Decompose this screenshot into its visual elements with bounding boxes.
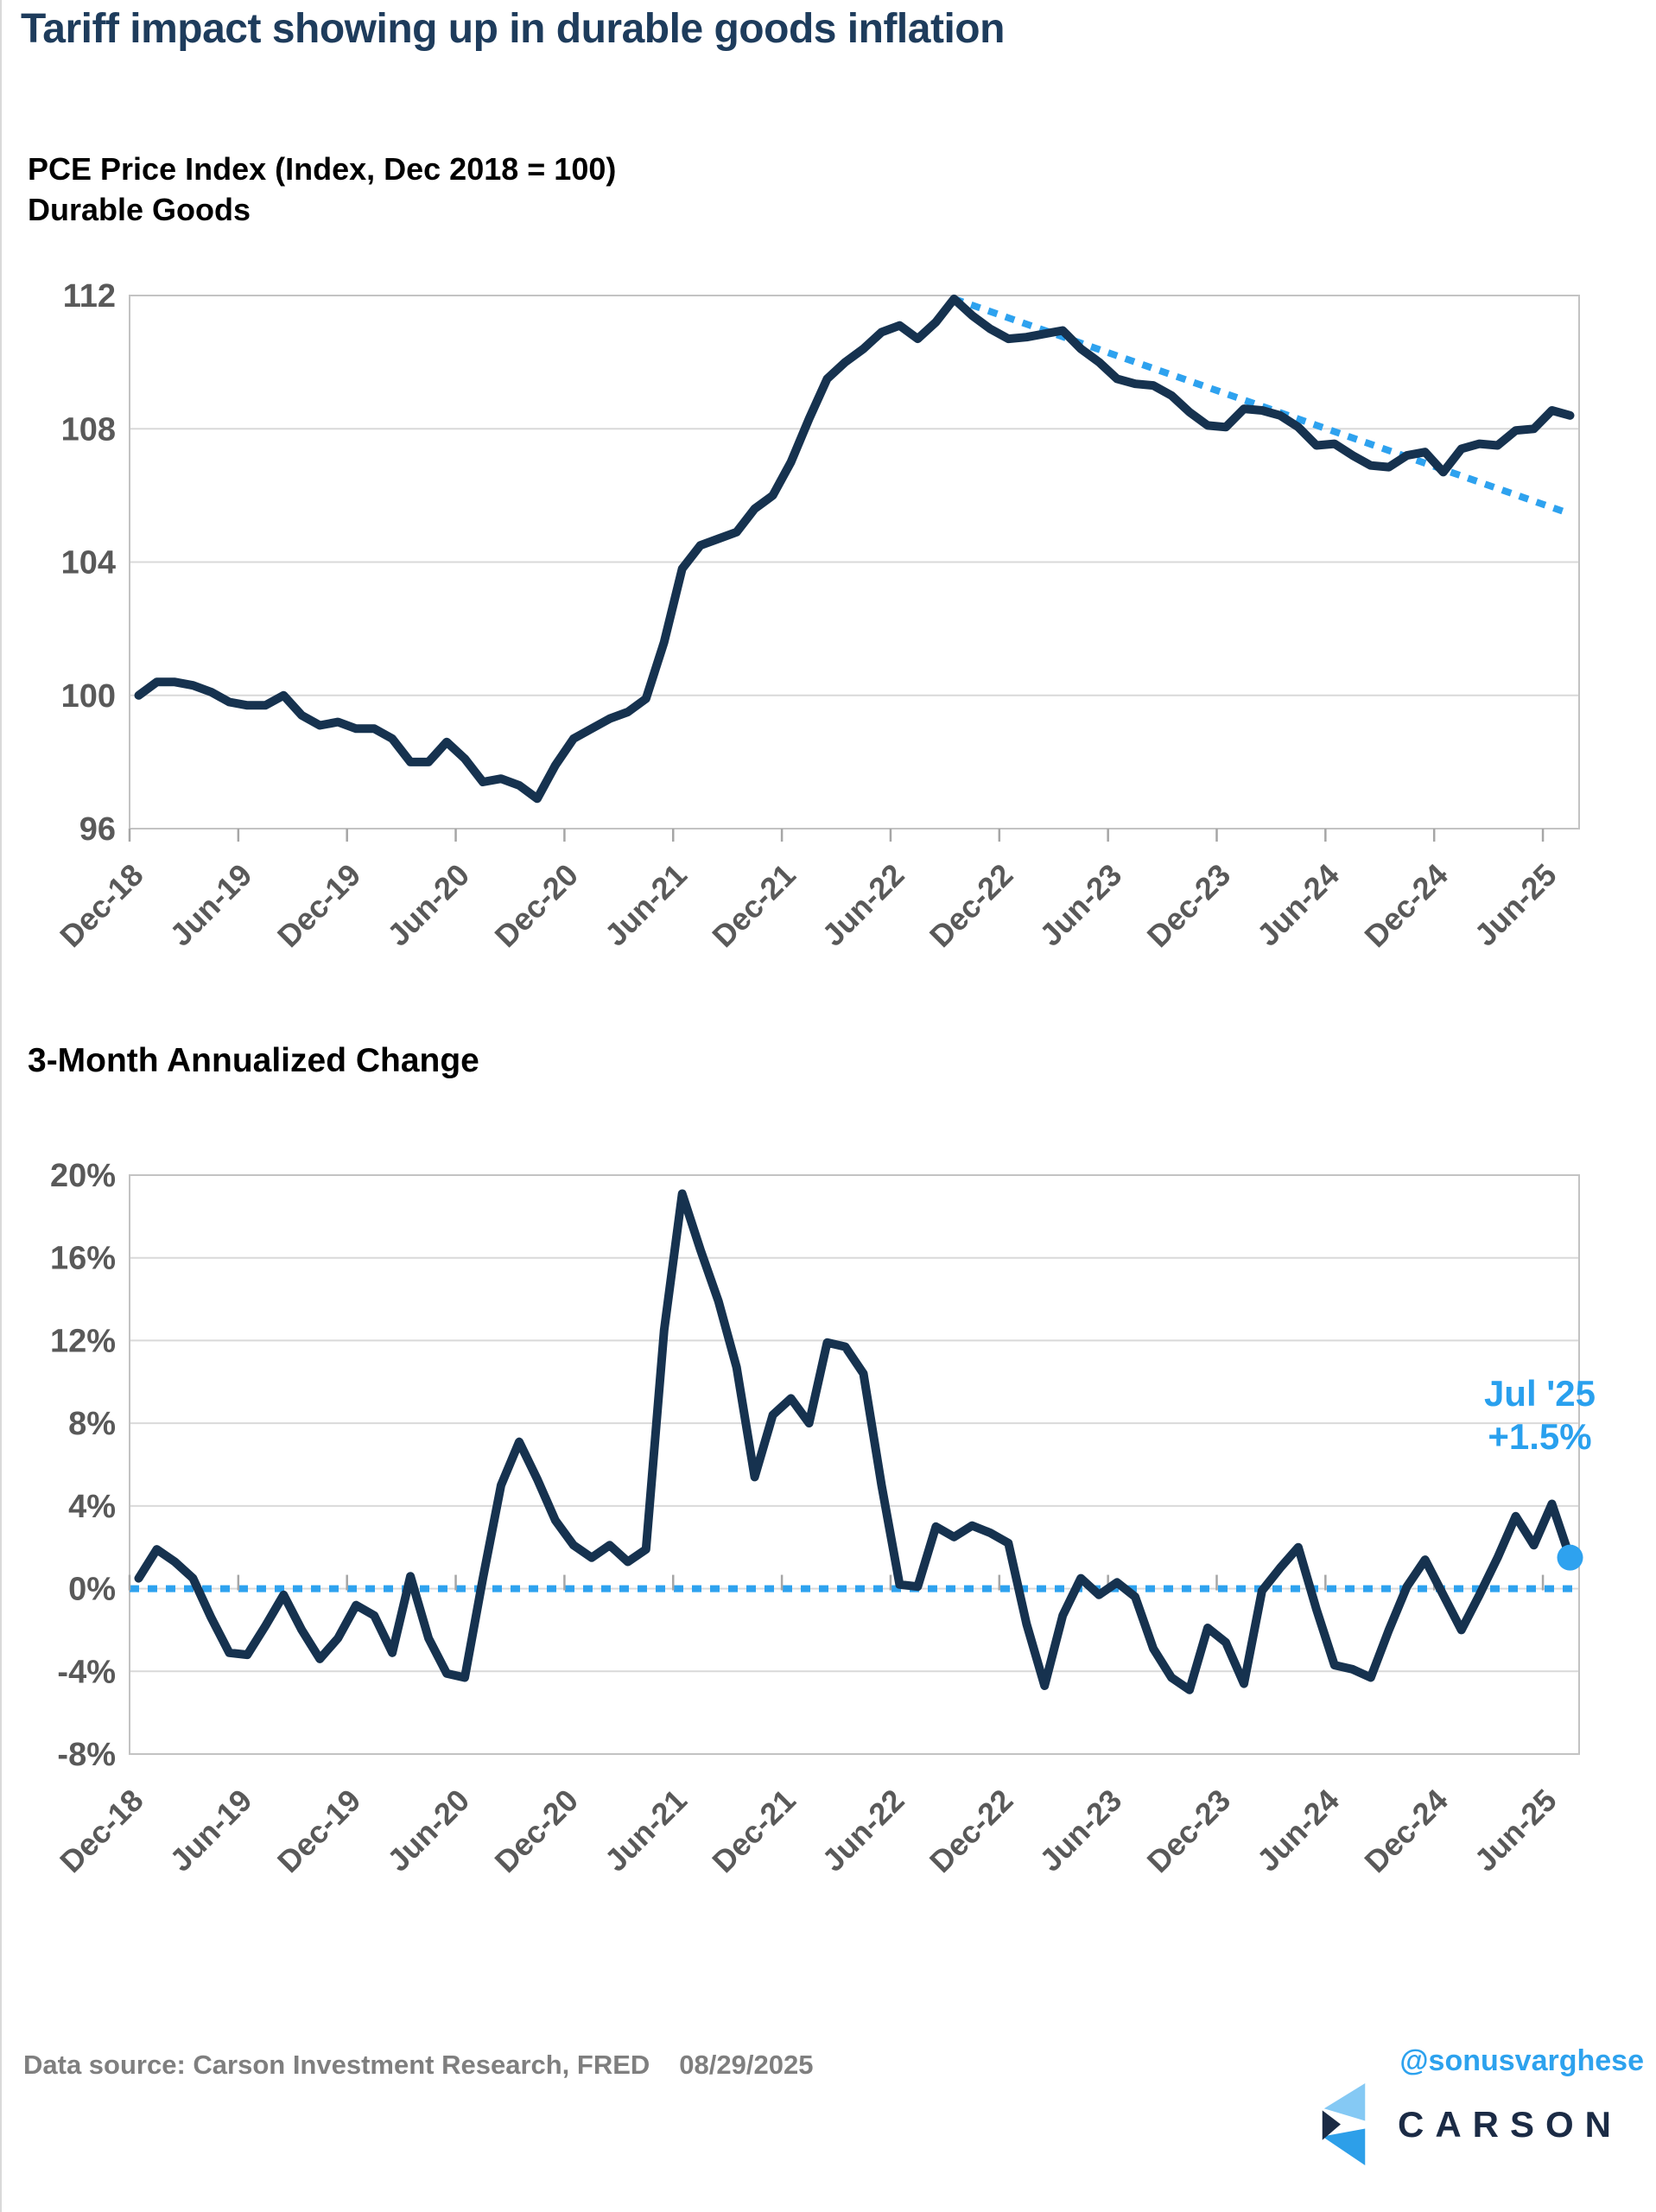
bottom-x-axis-label: Dec-22	[923, 1783, 1019, 1879]
bottom-y-axis-label: 8%	[68, 1406, 116, 1442]
bottom-x-axis-label: Jun-21	[598, 1783, 694, 1878]
top-chart-title-line2: Durable Goods	[28, 192, 251, 227]
bottom-series-line	[134, 1189, 1575, 1694]
bottom-x-axis-label: Dec-23	[1140, 1783, 1237, 1879]
top-y-axis-label: 108	[61, 411, 116, 448]
carson-logo-icon	[1322, 2083, 1366, 2165]
data-source-text: Data source: Carson Investment Research,…	[23, 2050, 650, 2080]
bottom-y-axis-label: -8%	[57, 1737, 116, 1773]
top-chart-title-line1: PCE Price Index (Index, Dec 2018 = 100)	[28, 151, 617, 187]
top-x-axis-label: Dec-22	[923, 857, 1019, 954]
carson-wordmark: CARSON	[1398, 2103, 1623, 2145]
top-x-axis-label: Dec-18	[53, 857, 149, 954]
top-x-axis-label: Jun-20	[380, 857, 476, 953]
top-y-axis-label: 104	[61, 545, 116, 582]
footer-date: 08/29/2025	[679, 2050, 814, 2080]
top-series-line	[134, 294, 1575, 804]
logo-triangle-bottom	[1322, 2128, 1366, 2165]
bottom-x-axis-label: Jun-22	[815, 1783, 911, 1878]
bottom-x-axis-label: Dec-24	[1357, 1783, 1454, 1879]
bottom-x-axis-label: Jun-25	[1468, 1783, 1564, 1878]
top-x-axis-label: Jun-19	[162, 857, 258, 953]
logo-triangle-navy	[1322, 2110, 1341, 2140]
top-y-axis-label: 112	[63, 278, 116, 315]
last-point-annotation: Jul '25 +1.5%	[1484, 1372, 1596, 1459]
bottom-x-axis-label: Jun-20	[380, 1783, 476, 1878]
annotation-month: Jul '25	[1483, 1373, 1596, 1414]
bottom-x-axis-label: Jun-23	[1032, 1783, 1128, 1878]
top-y-axis-label: 96	[79, 811, 116, 848]
top-x-axis-label: Dec-24	[1357, 857, 1454, 954]
bottom-y-axis-label: 16%	[50, 1241, 116, 1277]
top-x-axis-label: Dec-19	[270, 857, 367, 954]
bottom-chart-title: 3-Month Annualized Change	[28, 1042, 479, 1079]
bottom-y-axis-label: 4%	[68, 1489, 116, 1525]
top-x-axis-label: Dec-23	[1140, 857, 1237, 954]
bottom-x-axis-label: Jun-19	[162, 1783, 258, 1878]
top-x-axis-label: Dec-21	[705, 857, 802, 954]
top-x-axis-label: Jun-21	[598, 857, 694, 953]
annotation-value: +1.5%	[1488, 1416, 1592, 1457]
top-x-axis-label: Dec-20	[488, 857, 585, 954]
top-plot-border	[129, 295, 1580, 830]
top-chart-title: PCE Price Index (Index, Dec 2018 = 100) …	[28, 149, 616, 230]
bottom-x-axis-label: Dec-21	[705, 1783, 802, 1879]
bottom-x-axis-label: Dec-20	[488, 1783, 585, 1879]
bottom-y-axis-label: -4%	[57, 1654, 116, 1690]
top-y-axis-label: 100	[61, 678, 116, 715]
footer: Data source: Carson Investment Research,…	[23, 2050, 1647, 2081]
bottom-y-axis-label: 12%	[50, 1323, 116, 1359]
page-title: Tariff impact showing up in durable good…	[21, 6, 1005, 52]
top-x-axis-label: Jun-25	[1468, 857, 1564, 953]
logo-triangle-top	[1323, 2083, 1366, 2121]
top-x-axis-label: Jun-24	[1250, 857, 1346, 953]
top-x-axis-label: Jun-22	[815, 857, 911, 953]
social-handle: @sonusvarghese	[1399, 2044, 1644, 2077]
bottom-x-axis-label: Jun-24	[1250, 1783, 1346, 1878]
carson-logo: CARSON	[1322, 2082, 1622, 2166]
bottom-plot-border	[129, 1174, 1580, 1755]
bottom-y-axis-label: 20%	[50, 1158, 116, 1194]
bottom-x-axis-label: Dec-18	[53, 1783, 149, 1879]
bottom-y-axis-label: 0%	[68, 1572, 116, 1608]
top-x-axis-label: Jun-23	[1032, 857, 1128, 953]
bottom-x-axis-label: Dec-19	[270, 1783, 367, 1879]
last-point-marker	[1557, 1544, 1583, 1571]
